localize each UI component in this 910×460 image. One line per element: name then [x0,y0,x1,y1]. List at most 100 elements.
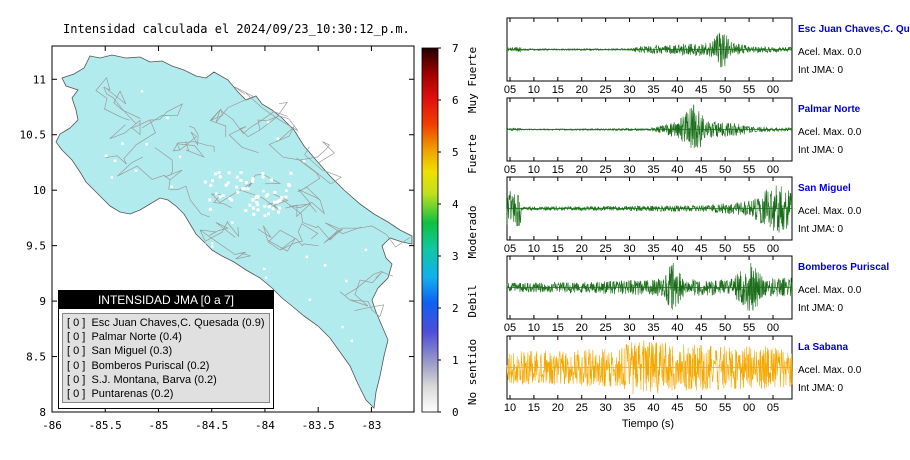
waveform-tick-label: 50 [719,84,731,96]
waveform-tick-label: 50 [719,243,731,255]
waveform-tick-label: 35 [647,322,659,334]
waveform-trace [506,104,793,149]
waveform-tick-label: 10 [504,402,516,414]
road [323,222,362,244]
waveform-tick-label: 40 [671,164,683,176]
town-marker [311,82,314,86]
waveform-tick-label: 40 [647,402,659,414]
town-marker [248,203,252,207]
road [329,225,411,248]
waveform-tick-label: 35 [647,164,659,176]
town-marker [226,181,230,185]
waveform-panel: 05 10 15 20 25 30 35 40 45 50 55 00 Esc Juan Chaves,… [504,17,910,96]
waveform-tick-label: 15 [528,402,540,414]
waveform-panel: 05 10 15 20 25 30 35 40 45 50 55 00 Palmar Norte Acel… [504,97,862,176]
waveform-tick-label: 10 [528,84,540,96]
waveform-max-accel: Acel. Max. 0.0 [798,47,862,58]
waveform-jma-intensity: Int JMA: 0 [798,383,843,394]
road [285,189,321,218]
town-marker [215,192,218,195]
waveform-tick-label: 00 [767,243,779,255]
town-marker [323,264,327,267]
waveform-tick-label: 15 [552,164,564,176]
town-marker [251,177,255,181]
road [299,141,335,163]
town-marker [110,176,113,179]
town-marker [266,212,270,216]
road [349,271,383,307]
town-marker [267,205,271,209]
waveform-tick-label: 35 [623,402,635,414]
colorbar-category-label: Moderado [466,206,479,259]
waveform-tick-label: 50 [695,402,707,414]
waveform-panel: 10 15 20 25 30 35 40 45 50 55 00 05 La Sabana Acel. M… [504,335,862,414]
waveform-trace [506,32,793,68]
town-marker [287,183,291,187]
map-x-tick-label: -84 [255,419,275,432]
waveform-station-name: Palmar Norte [798,104,861,115]
road [209,108,227,138]
waveform-tick-label: 10 [528,243,540,255]
legend-body: [ 0 ] Esc Juan Chaves,C. Quesada (0.9) [ … [62,313,270,403]
legend-row: [ 0 ] San Miguel (0.3) [67,345,173,358]
waveform-tick-label: 55 [719,402,731,414]
waveform-tick-label: 10 [528,322,540,334]
road [95,76,130,121]
colorbar-tick-label: 2 [452,302,459,315]
colorbar-tick-label: 0 [452,406,459,419]
town-marker [289,171,293,175]
town-marker [166,116,169,120]
town-marker [178,155,182,158]
town-marker [167,216,170,219]
town-marker [208,198,212,202]
town-marker [364,248,368,252]
waveform-tick-label: 20 [576,164,588,176]
town-marker [263,267,266,271]
waveform-tick-label: 50 [719,322,731,334]
town-marker [217,171,221,175]
town-marker [236,190,240,194]
road [109,119,151,140]
legend-row: [ 0 ] Bomberos Puriscal (0.2) [67,359,210,372]
town-marker [254,196,258,200]
waveform-trace [506,262,793,311]
map-x-tick-label: -83 [361,419,381,432]
chart-title: Intensidad calculada el 2024/09/23_10:30… [63,22,410,36]
colorbar-tick-label: 6 [452,94,459,107]
waveform-tick-label: 35 [647,84,659,96]
road [107,89,141,119]
road [349,299,385,318]
waveform-tick-label: 10 [528,164,540,176]
waveform-jma-intensity: Int JMA: 0 [798,65,843,76]
town-marker [113,159,117,163]
intensity-colorbar: 0 1 2 3 4 5 6 7 No sentido Debil Moderado Fuerte Mu… [421,42,479,419]
town-marker [122,240,125,243]
legend-row: [ 0 ] Esc Juan Chaves,C. Quesada (0.9) [67,317,265,329]
waveform-tick-label: 25 [576,402,588,414]
town-marker [140,90,144,93]
map-y-tick-label: 8.5 [26,351,46,364]
town-marker [299,102,303,106]
road [199,222,236,238]
waveform-tick-label: 00 [767,322,779,334]
town-marker [210,245,214,248]
waveform-max-accel: Acel. Max. 0.0 [798,127,862,138]
waveform-tick-label: 40 [671,84,683,96]
town-marker [244,209,248,213]
road [154,147,183,181]
legend-header: INTENSIDAD JMA [0 a 7] [59,291,273,309]
waveform-tick-label: 05 [504,164,516,176]
town-marker [170,185,174,188]
colorbar-category-label: Debil [466,284,479,317]
town-marker [350,339,354,343]
waveform-tick-label: 55 [743,322,755,334]
colorbar-tick-label: 3 [452,250,459,263]
colorbar-ticks: 0 1 2 3 4 5 6 7 [438,42,459,419]
town-marker [221,194,225,198]
map-y-tick-label: 9 [39,295,46,308]
map-x-tick-label: -84.5 [195,419,228,432]
costa-rica-landmass [55,54,413,409]
town-marker [262,189,265,193]
waveform-tick-label: 00 [767,164,779,176]
town-marker [284,195,288,199]
